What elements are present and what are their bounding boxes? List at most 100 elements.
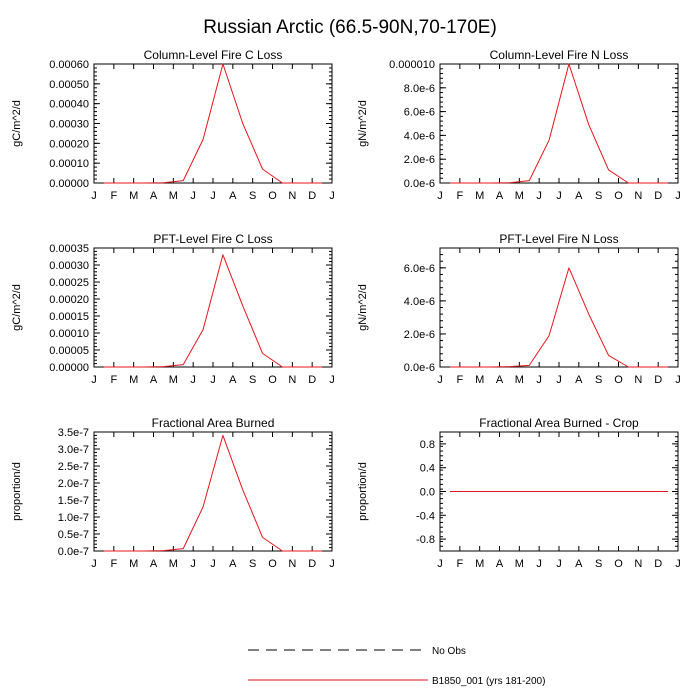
y-tick-label: 6.0e-6 bbox=[404, 263, 435, 275]
x-tick-label: A bbox=[229, 374, 237, 386]
x-tick-label: S bbox=[595, 558, 602, 570]
y-tick-label: 0.4 bbox=[420, 463, 435, 475]
y-tick-label: 0.00050 bbox=[49, 79, 89, 91]
x-tick-label: M bbox=[475, 374, 484, 386]
x-tick-label: J bbox=[190, 190, 196, 202]
y-tick-label: 0.00060 bbox=[49, 59, 89, 71]
x-tick-label: N bbox=[288, 558, 296, 570]
series-line-1 bbox=[103, 63, 323, 184]
x-tick-label: A bbox=[496, 190, 504, 202]
x-tick-label: J bbox=[675, 190, 681, 202]
y-tick-label: 0.00020 bbox=[49, 138, 89, 150]
x-tick-label: A bbox=[229, 558, 237, 570]
x-tick-label: F bbox=[110, 374, 117, 386]
legend-no-obs-label: No Obs bbox=[432, 646, 466, 657]
x-tick-label: J bbox=[437, 374, 443, 386]
x-tick-label: J bbox=[536, 374, 542, 386]
legend-model-label: B1850_001 (yrs 181-200) bbox=[432, 676, 545, 687]
x-tick-label: O bbox=[268, 558, 277, 570]
y-tick-label: 2.0e-6 bbox=[404, 154, 435, 166]
x-tick-label: S bbox=[249, 558, 256, 570]
y-tick-label: 3.5e-7 bbox=[58, 427, 89, 439]
panel-title: Column-Level Fire C Loss bbox=[144, 48, 283, 62]
x-tick-label: S bbox=[595, 374, 602, 386]
x-tick-label: F bbox=[110, 190, 117, 202]
x-tick-label: J bbox=[437, 558, 443, 570]
y-tick-label: 0.0e-6 bbox=[404, 362, 435, 374]
x-tick-label: D bbox=[654, 374, 662, 386]
x-tick-label: N bbox=[634, 374, 642, 386]
y-tick-label: 0.00015 bbox=[49, 311, 89, 323]
x-tick-label: J bbox=[91, 190, 97, 202]
x-tick-label: J bbox=[91, 558, 97, 570]
legend: No Obs B1850_001 (yrs 181-200) bbox=[248, 646, 545, 687]
y-tick-label: 6.0e-6 bbox=[404, 107, 435, 119]
y-axis-label: gC/m^2/d bbox=[11, 284, 23, 331]
x-tick-label: S bbox=[249, 190, 256, 202]
x-tick-label: J bbox=[329, 374, 335, 386]
x-tick-label: D bbox=[654, 558, 662, 570]
x-tick-label: J bbox=[675, 374, 681, 386]
y-tick-label: 0.0e-7 bbox=[58, 546, 89, 558]
series-line-1 bbox=[103, 254, 323, 368]
x-tick-label: A bbox=[496, 558, 504, 570]
x-tick-label: M bbox=[475, 558, 484, 570]
y-tick-label: -0.4 bbox=[416, 510, 435, 522]
y-tick-label: 0.00020 bbox=[49, 294, 89, 306]
y-tick-label: 0.000010 bbox=[389, 59, 435, 71]
y-tick-label: 0.00005 bbox=[49, 345, 89, 357]
x-tick-label: M bbox=[515, 374, 524, 386]
x-tick-label: O bbox=[268, 374, 277, 386]
x-tick-label: J bbox=[536, 558, 542, 570]
x-tick-label: A bbox=[496, 374, 504, 386]
series-line-1 bbox=[449, 267, 669, 368]
y-axis-label: gN/m^2/d bbox=[357, 100, 369, 147]
x-tick-label: O bbox=[614, 190, 623, 202]
x-tick-label: J bbox=[91, 374, 97, 386]
panel-title: PFT-Level Fire N Loss bbox=[499, 232, 618, 246]
x-tick-label: M bbox=[515, 190, 524, 202]
x-tick-label: N bbox=[634, 190, 642, 202]
x-tick-label: A bbox=[150, 190, 158, 202]
y-tick-label: 0.0e-6 bbox=[404, 178, 435, 190]
x-tick-label: J bbox=[190, 374, 196, 386]
y-tick-label: 8.0e-6 bbox=[404, 83, 435, 95]
x-tick-label: M bbox=[169, 558, 178, 570]
x-tick-label: D bbox=[308, 190, 316, 202]
x-tick-label: N bbox=[634, 558, 642, 570]
y-axis-label: gN/m^2/d bbox=[357, 284, 369, 331]
x-tick-label: F bbox=[456, 374, 463, 386]
y-tick-label: 0.8 bbox=[420, 439, 435, 451]
y-tick-label: 0.5e-7 bbox=[58, 529, 89, 541]
x-tick-label: D bbox=[308, 558, 316, 570]
y-tick-label: 0.00000 bbox=[49, 362, 89, 374]
y-axis-label: proportion/d bbox=[11, 462, 23, 521]
y-tick-label: 0.00040 bbox=[49, 99, 89, 111]
panel-title: Column-Level Fire N Loss bbox=[490, 48, 629, 62]
x-tick-label: M bbox=[129, 558, 138, 570]
plot-frame bbox=[439, 247, 679, 368]
x-tick-label: F bbox=[110, 558, 117, 570]
y-tick-label: 1.0e-7 bbox=[58, 512, 89, 524]
plot-frame bbox=[93, 431, 333, 552]
panel-title: Fractional Area Burned bbox=[152, 416, 275, 430]
y-tick-label: 0.00010 bbox=[49, 158, 89, 170]
series-line-1 bbox=[103, 434, 323, 552]
x-tick-label: S bbox=[249, 374, 256, 386]
x-tick-label: A bbox=[150, 558, 158, 570]
x-tick-label: A bbox=[150, 374, 158, 386]
x-tick-label: A bbox=[575, 558, 583, 570]
y-tick-label: 1.5e-7 bbox=[58, 495, 89, 507]
y-tick-label: 0.00030 bbox=[49, 119, 89, 131]
x-tick-label: A bbox=[575, 374, 583, 386]
x-tick-label: J bbox=[556, 558, 562, 570]
x-tick-label: J bbox=[190, 558, 196, 570]
x-tick-label: M bbox=[129, 374, 138, 386]
x-tick-label: O bbox=[614, 558, 623, 570]
panel-title: Fractional Area Burned - Crop bbox=[479, 416, 639, 430]
x-tick-label: J bbox=[437, 190, 443, 202]
x-tick-label: F bbox=[456, 190, 463, 202]
